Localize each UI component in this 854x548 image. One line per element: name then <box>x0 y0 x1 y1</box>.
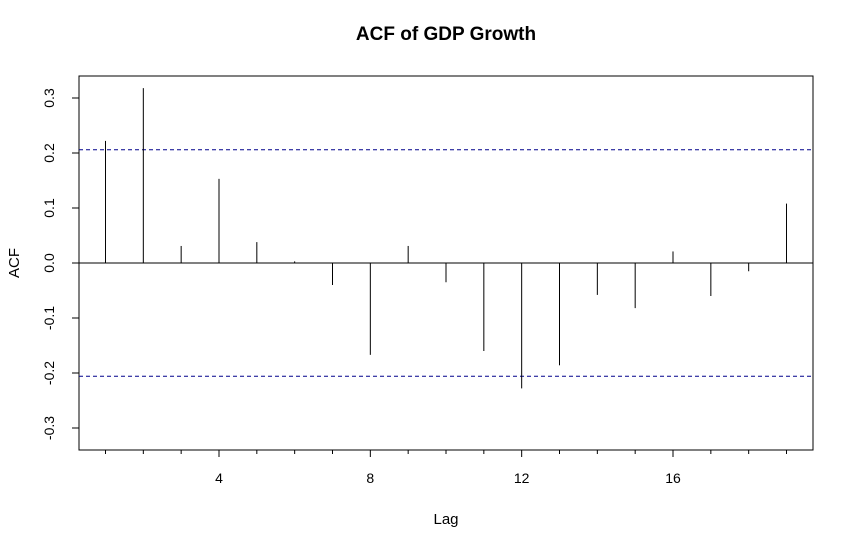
y-axis-label: ACF <box>6 248 23 278</box>
x-axis: 4 8 12 16 <box>104 450 788 486</box>
y-tick-label: -0.3 <box>41 416 57 440</box>
y-axis: -0.3 -0.2 -0.1 0.0 0.1 0.2 0.3 <box>41 88 79 440</box>
x-tick-label: 8 <box>366 470 374 486</box>
y-tick-label: 0.2 <box>41 143 57 163</box>
y-tick-label: -0.1 <box>41 306 57 330</box>
y-tick-label: 0.1 <box>41 198 57 218</box>
x-axis-label: Lag <box>433 511 458 528</box>
y-tick-label: -0.2 <box>41 361 57 385</box>
y-tick-label: 0.0 <box>41 253 57 273</box>
y-tick-label: 0.3 <box>41 88 57 108</box>
x-tick-label: 4 <box>215 470 223 486</box>
x-tick-label: 16 <box>665 470 681 486</box>
x-tick-label: 12 <box>514 470 530 486</box>
acf-bars <box>104 88 788 389</box>
chart-title: ACF of GDP Growth <box>356 24 536 45</box>
